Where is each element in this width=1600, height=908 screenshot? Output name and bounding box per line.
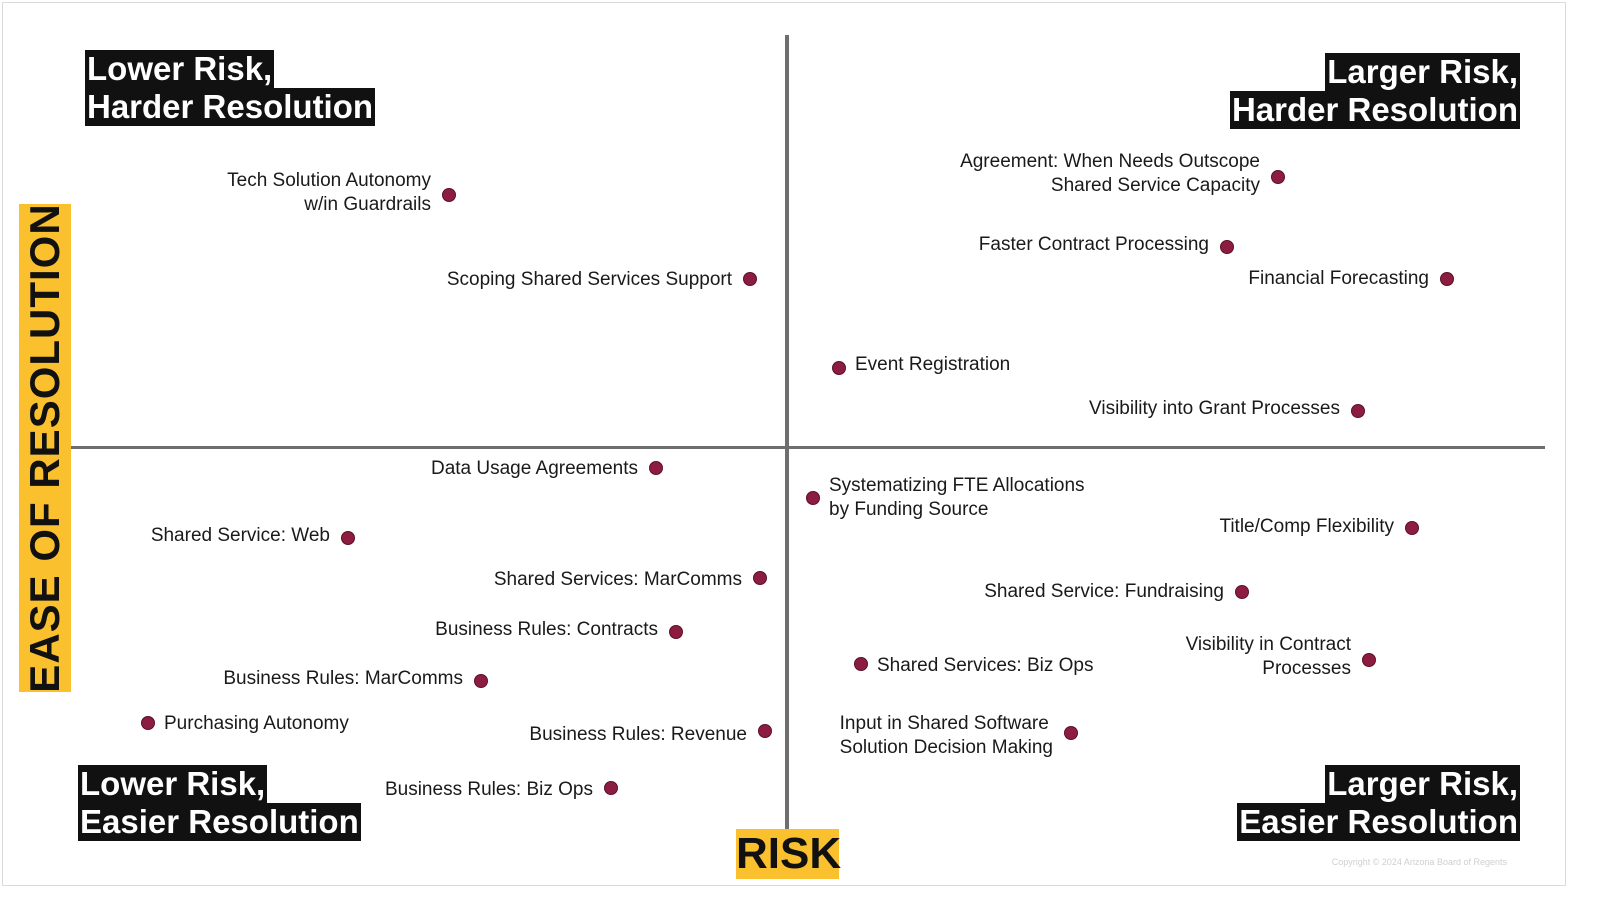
item-label-line: Input in Shared Software [839, 713, 1049, 734]
quadrant-top-right-title: Larger Risk, Harder Resolution [1229, 53, 1520, 129]
item-label-line: Shared Service: Fundraising [984, 581, 1224, 602]
item-label-line: Visibility in Contract [1185, 634, 1351, 655]
item-label-line: w/in Guardrails [304, 194, 431, 215]
item-label-line: Shared Service: Web [150, 525, 330, 546]
item-marker-dot [1440, 272, 1454, 286]
item-label: Shared Services: MarComms [494, 568, 742, 592]
item-label-line: Business Rules: Revenue [529, 724, 747, 745]
item-label: Visibility into Grant Processes [1089, 397, 1340, 421]
quadrant-title-line: Larger Risk, [1325, 53, 1520, 91]
item-marker-dot [1235, 585, 1249, 599]
item-label: Purchasing Autonomy [164, 712, 349, 736]
item-label: Title/Comp Flexibility [1219, 515, 1394, 539]
item-marker-dot [141, 716, 155, 730]
item-marker-dot [1271, 170, 1285, 184]
item-marker-dot [832, 361, 846, 375]
item-label-line: Financial Forecasting [1248, 268, 1429, 289]
item-label: Business Rules: MarComms [223, 667, 463, 691]
item-label: Business Rules: Biz Ops [385, 778, 593, 802]
item-label: Shared Services: Biz Ops [877, 654, 1093, 678]
item-marker-dot [806, 491, 820, 505]
item-marker-dot [758, 724, 772, 738]
item-label: Systematizing FTE Allocations by Funding … [829, 474, 1085, 522]
item-label-line: Faster Contract Processing [978, 234, 1209, 255]
copyright-notice: Copyright © 2024 Arizona Board of Regent… [1331, 857, 1507, 867]
quadrant-title-line: Lower Risk, [85, 50, 275, 88]
item-label: Tech Solution Autonomy w/in Guardrails [227, 169, 431, 217]
item-label-line: Purchasing Autonomy [164, 713, 349, 734]
quadrant-title-line: Easier Resolution [78, 803, 361, 841]
vertical-axis [785, 35, 789, 833]
quadrant-title-line: Lower Risk, [78, 765, 268, 803]
item-label-line: Data Usage Agreements [430, 458, 638, 479]
item-label: Business Rules: Revenue [529, 723, 747, 747]
item-label: Visibility in Contract Processes [1186, 633, 1351, 681]
item-marker-dot [1362, 653, 1376, 667]
item-marker-dot [474, 674, 488, 688]
horizontal-axis [71, 446, 1545, 449]
quadrant-bottom-right-title: Larger Risk, Easier Resolution [1237, 765, 1520, 841]
item-label: Event Registration [855, 353, 1010, 377]
item-label-line: by Funding Source [829, 499, 989, 520]
item-label-line: Shared Service Capacity [1050, 175, 1260, 196]
item-label: Shared Service: Fundraising [984, 580, 1224, 604]
item-marker-dot [604, 781, 618, 795]
quadrant-title-line: Harder Resolution [85, 88, 376, 126]
x-axis-label: RISK [736, 829, 842, 879]
item-marker-dot [1405, 521, 1419, 535]
item-label-line: Systematizing FTE Allocations [829, 475, 1085, 496]
item-label-line: Shared Services: Biz Ops [877, 655, 1094, 676]
quadrant-title-line: Easier Resolution [1237, 803, 1520, 841]
item-label: Shared Service: Web [151, 524, 330, 548]
item-label-line: Title/Comp Flexibility [1219, 516, 1394, 537]
quadrant-title-line: Larger Risk, [1325, 765, 1520, 803]
item-marker-dot [669, 625, 683, 639]
item-label-line: Business Rules: Biz Ops [384, 779, 593, 800]
item-marker-dot [743, 272, 757, 286]
item-label-line: Event Registration [855, 354, 1011, 375]
item-marker-dot [1220, 240, 1234, 254]
item-marker-dot [1351, 404, 1365, 418]
item-marker-dot [341, 531, 355, 545]
item-label: Input in Shared Software Solution Decisio… [840, 712, 1053, 760]
item-label: Business Rules: Contracts [435, 618, 658, 642]
quadrant-top-left-title: Lower Risk, Harder Resolution [85, 50, 376, 126]
matrix-slide: Lower Risk, Harder Resolution Larger Ris… [2, 2, 1566, 886]
item-label-line: Scoping Shared Services Support [446, 269, 732, 290]
item-label-line: Shared Services: MarComms [493, 569, 742, 590]
y-axis-label-text: EASE OF RESOLUTION [21, 204, 68, 692]
item-label: Financial Forecasting [1248, 267, 1429, 291]
item-label-line: Processes [1262, 658, 1351, 679]
y-axis-label: EASE OF RESOLUTION [19, 204, 71, 692]
quadrant-bottom-left-title: Lower Risk, Easier Resolution [78, 765, 361, 841]
item-label-line: Visibility into Grant Processes [1089, 398, 1340, 419]
item-marker-dot [1064, 726, 1078, 740]
item-marker-dot [649, 461, 663, 475]
item-marker-dot [442, 188, 456, 202]
item-label-line: Agreement: When Needs Outscope [960, 151, 1260, 172]
item-label: Data Usage Agreements [431, 457, 638, 481]
item-marker-dot [854, 657, 868, 671]
item-marker-dot [753, 571, 767, 585]
item-label-line: Business Rules: MarComms [223, 668, 463, 689]
item-label-line: Solution Decision Making [839, 737, 1053, 758]
item-label-line: Business Rules: Contracts [435, 619, 658, 640]
item-label-line: Tech Solution Autonomy [227, 170, 431, 191]
item-label: Agreement: When Needs Outscope Shared Ser… [960, 150, 1260, 198]
quadrant-title-line: Harder Resolution [1229, 91, 1520, 129]
item-label: Faster Contract Processing [979, 233, 1209, 257]
item-label: Scoping Shared Services Support [447, 268, 732, 292]
